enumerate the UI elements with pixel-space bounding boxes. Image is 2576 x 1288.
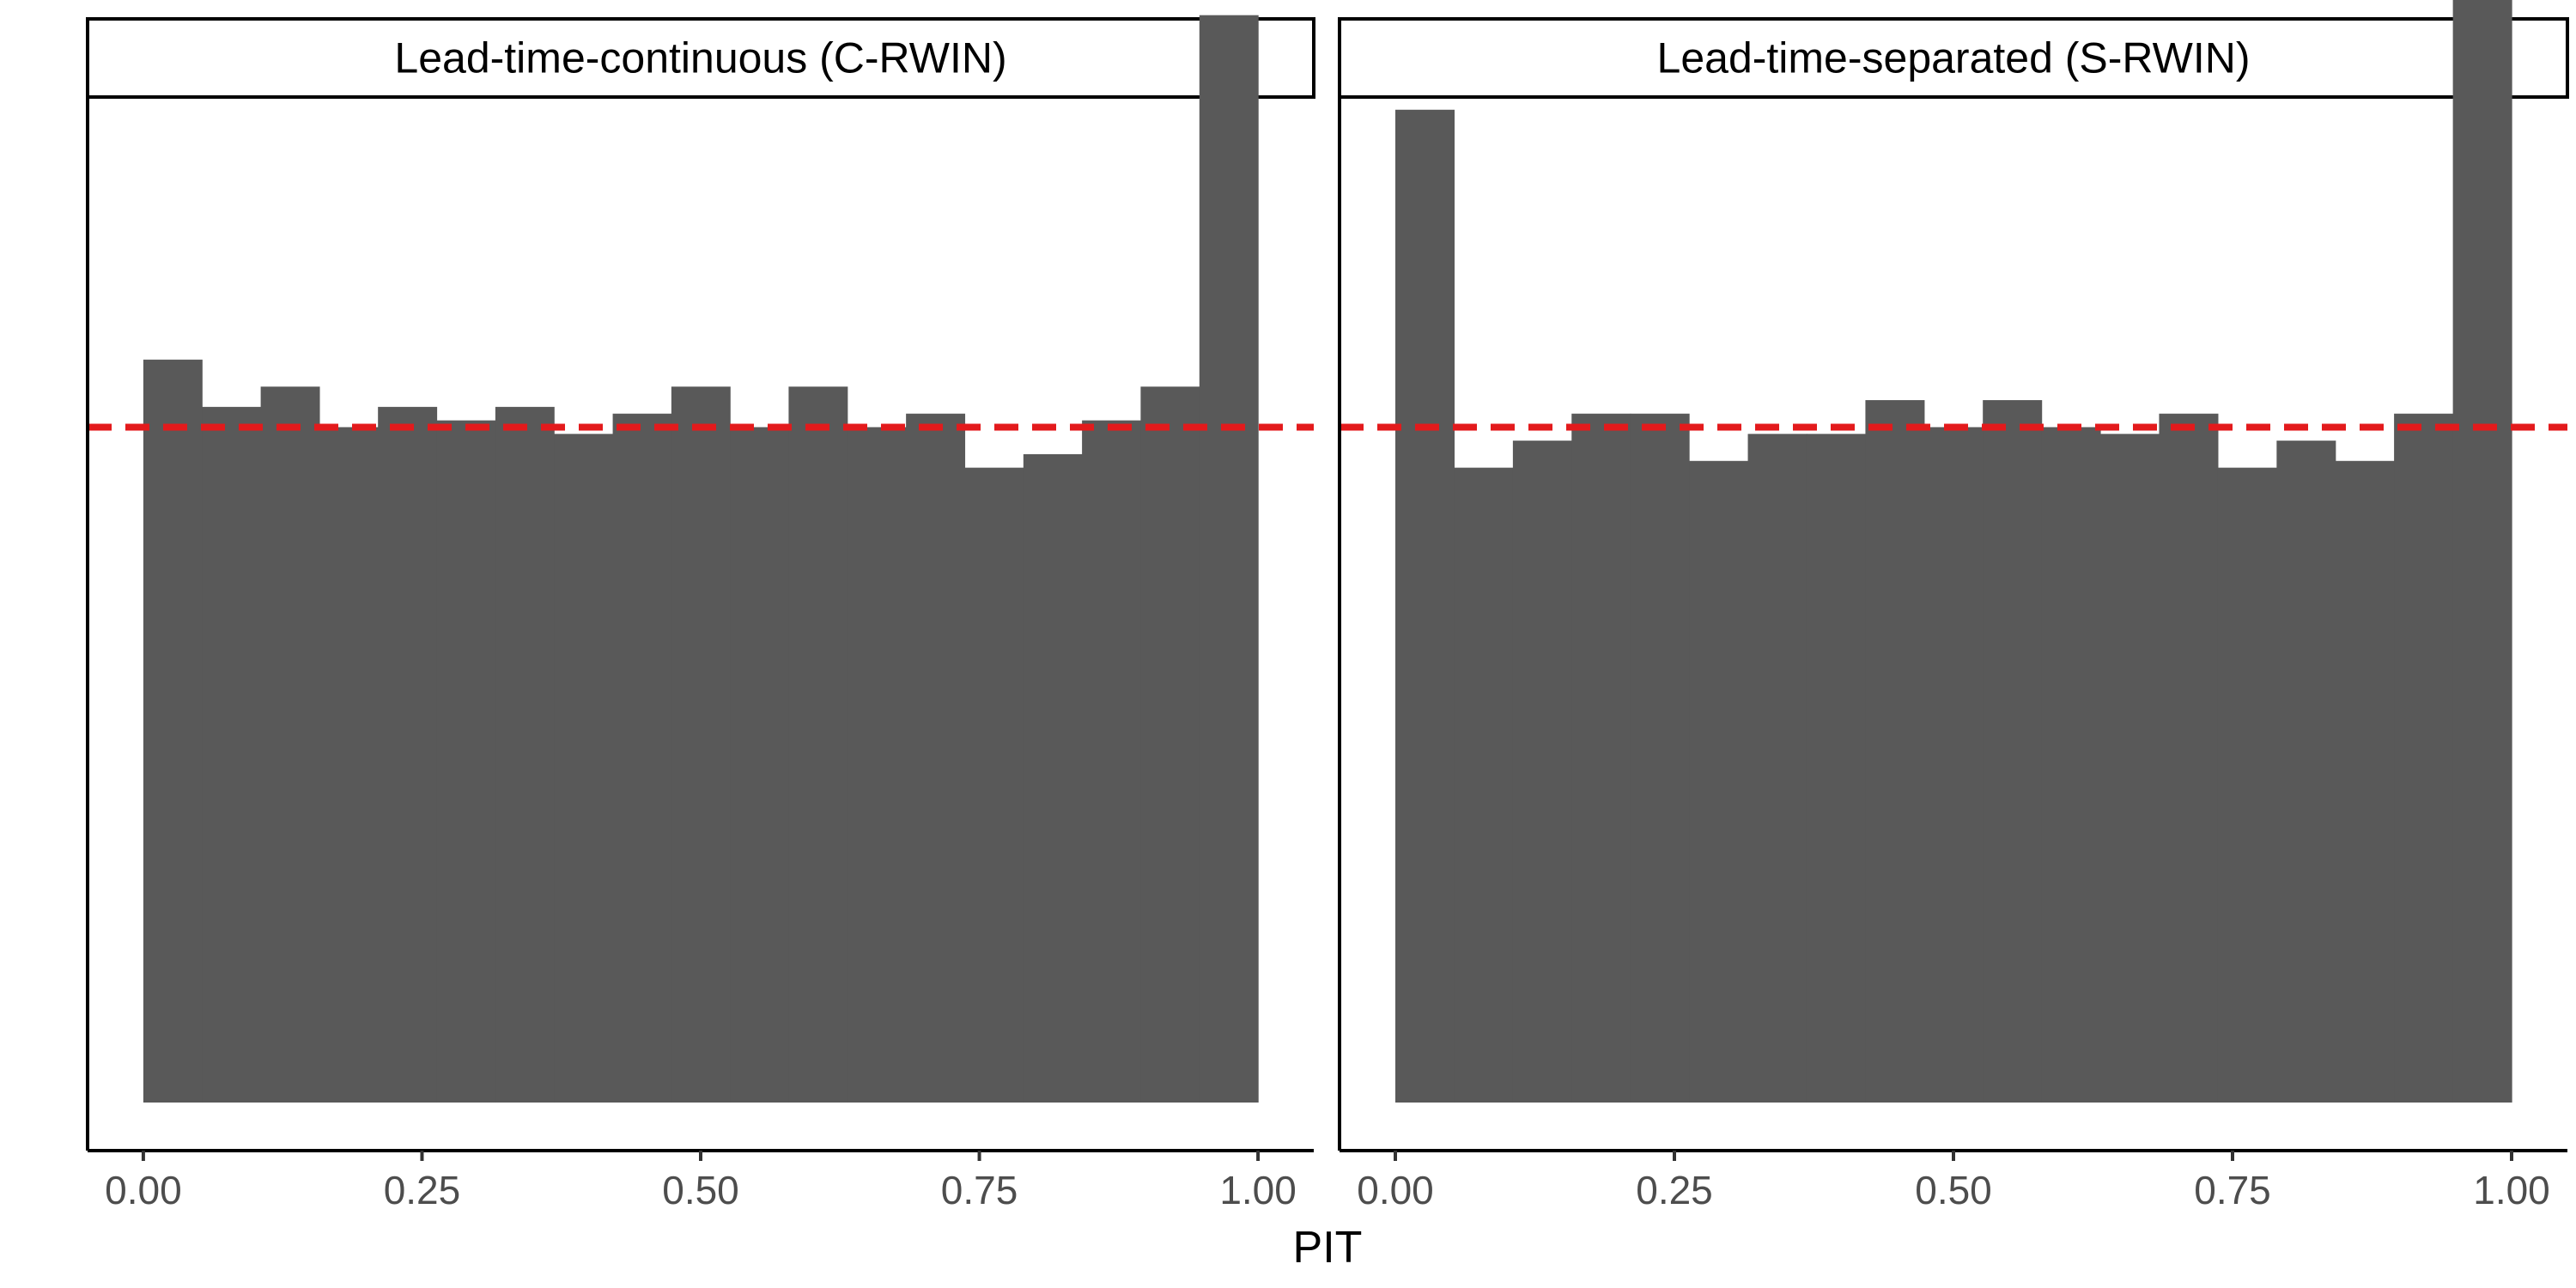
histogram-bar <box>788 386 848 1103</box>
histogram-bar <box>143 359 203 1103</box>
histogram-bar <box>2217 467 2277 1103</box>
histogram-bar <box>612 413 672 1103</box>
histogram-bar <box>1571 413 1631 1103</box>
x-tick-label: 0.25 <box>1636 1168 1713 1212</box>
x-tick-group: 0.00 0.25 0.50 0.75 1.00 <box>105 1151 1297 1212</box>
panel-title: Lead-time-separated (S-RWIN) <box>1657 34 2251 82</box>
histogram-bar <box>554 434 614 1103</box>
x-tick-label: 0.25 <box>384 1168 461 1212</box>
x-tick-label: 0.75 <box>2194 1168 2271 1212</box>
histogram-bar <box>1082 420 1142 1103</box>
histogram-bar <box>1865 400 1925 1103</box>
histogram-bar <box>1512 440 1572 1103</box>
panel-title: Lead-time-continuous (C-RWIN) <box>394 34 1006 82</box>
histogram-bar <box>260 386 320 1103</box>
histogram-bar <box>2159 413 2219 1103</box>
x-tick-group: 0.00 0.25 0.50 0.75 1.00 <box>1357 1151 2550 1212</box>
bar-group <box>1395 0 2512 1103</box>
histogram-bar <box>2452 0 2512 1103</box>
histogram-bar <box>847 427 907 1103</box>
histogram-bar <box>378 406 438 1103</box>
histogram-bar <box>1199 15 1259 1103</box>
histogram-bar <box>1689 460 1749 1103</box>
histogram-bar <box>1395 109 1455 1103</box>
histogram-bar <box>1023 453 1083 1103</box>
x-axis-title: PIT <box>1293 1223 1363 1273</box>
x-tick-label: 1.00 <box>2473 1168 2550 1212</box>
histogram-bar <box>436 420 496 1103</box>
x-tick-label: 0.00 <box>105 1168 182 1212</box>
histogram-bar <box>2276 440 2336 1103</box>
x-tick-label: 0.00 <box>1357 1168 1434 1212</box>
strip-box <box>86 17 1315 99</box>
histogram-bar <box>1630 413 1690 1103</box>
x-tick-label: 1.00 <box>1219 1168 1297 1212</box>
histogram-bar <box>1747 434 1807 1103</box>
histogram-bar <box>964 467 1024 1103</box>
histogram-bar <box>1140 386 1200 1103</box>
histogram-bar <box>906 413 966 1103</box>
histogram-bar <box>319 427 379 1103</box>
bar-group <box>143 15 1259 1103</box>
panel-s-rwin: Lead-time-separated (S-RWIN) 0.00 0.25 0.5… <box>1338 0 2569 1212</box>
histogram-bar <box>1983 400 2043 1103</box>
histogram-bar <box>1923 427 1984 1103</box>
x-tick-label: 0.75 <box>941 1168 1018 1212</box>
panel-c-rwin: Lead-time-continuous (C-RWIN) 0.00 0.25 0.… <box>86 15 1315 1212</box>
histogram-bar <box>2335 460 2395 1103</box>
histogram-bar <box>1806 434 1866 1103</box>
histogram-bar <box>671 386 731 1103</box>
x-tick-label: 0.50 <box>662 1168 739 1212</box>
histogram-bar <box>730 427 790 1103</box>
histogram-bar <box>2100 434 2160 1103</box>
strip-box <box>1338 17 2569 99</box>
x-tick-label: 0.50 <box>1915 1168 1992 1212</box>
histogram-bar <box>2041 427 2101 1103</box>
histogram-bar <box>1454 467 1514 1103</box>
histogram-bar <box>2394 413 2454 1103</box>
histogram-bar <box>202 406 262 1103</box>
histogram-bar <box>495 406 555 1103</box>
